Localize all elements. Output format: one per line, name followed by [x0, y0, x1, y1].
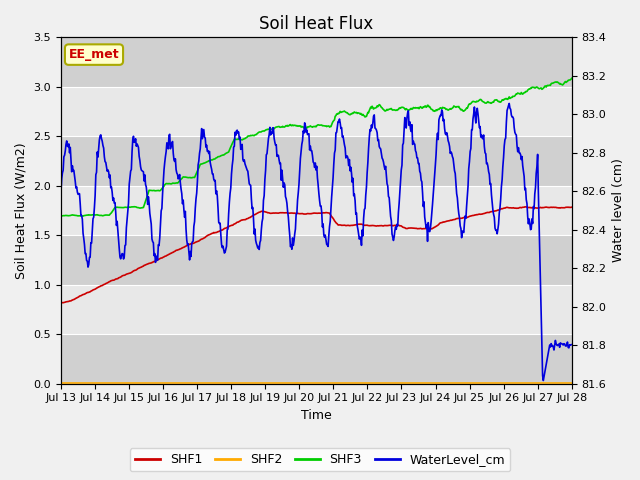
SHF1 — [67, 298, 74, 304]
Bar — [61, 186, 572, 235]
SHF2 — [393, 380, 401, 385]
Bar — [61, 334, 572, 384]
Line: WaterLevel_cm: WaterLevel_cm — [61, 104, 572, 381]
SHF2 — [119, 380, 127, 385]
WaterLevel_cm — [568, 342, 575, 348]
SHF1 — [568, 204, 575, 210]
SHF3 — [198, 161, 206, 167]
SHF1 — [378, 223, 386, 228]
SHF1 — [57, 300, 65, 306]
SHF2 — [378, 380, 386, 385]
Bar — [61, 136, 572, 186]
Line: SHF3: SHF3 — [61, 78, 572, 216]
Text: EE_met: EE_met — [68, 48, 119, 61]
WaterLevel_cm — [540, 378, 547, 384]
SHF3 — [78, 213, 86, 219]
Bar — [61, 37, 572, 87]
SHF1 — [198, 236, 205, 242]
SHF1 — [521, 204, 529, 210]
Bar — [61, 285, 572, 334]
WaterLevel_cm — [506, 101, 513, 107]
SHF3 — [568, 75, 575, 81]
Y-axis label: Soil Heat Flux (W/m2): Soil Heat Flux (W/m2) — [15, 142, 28, 279]
WaterLevel_cm — [119, 251, 127, 257]
SHF1 — [393, 222, 401, 228]
SHF3 — [379, 106, 387, 112]
SHF3 — [172, 180, 179, 186]
Bar — [61, 235, 572, 285]
WaterLevel_cm — [67, 144, 74, 150]
WaterLevel_cm — [393, 221, 401, 227]
SHF2 — [67, 380, 74, 385]
WaterLevel_cm — [171, 158, 179, 164]
WaterLevel_cm — [378, 155, 386, 161]
Title: Soil Heat Flux: Soil Heat Flux — [259, 15, 374, 33]
SHF3 — [67, 213, 74, 218]
SHF2 — [198, 380, 205, 385]
Bar — [61, 87, 572, 136]
SHF3 — [394, 107, 401, 112]
SHF3 — [120, 205, 127, 211]
SHF1 — [171, 249, 179, 254]
SHF2 — [568, 380, 575, 385]
SHF3 — [57, 213, 65, 219]
Y-axis label: Water level (cm): Water level (cm) — [612, 158, 625, 263]
Legend: SHF1, SHF2, SHF3, WaterLevel_cm: SHF1, SHF2, SHF3, WaterLevel_cm — [130, 448, 510, 471]
Line: SHF1: SHF1 — [61, 207, 572, 303]
SHF2 — [57, 380, 65, 385]
WaterLevel_cm — [198, 126, 205, 132]
WaterLevel_cm — [57, 188, 65, 194]
X-axis label: Time: Time — [301, 409, 332, 422]
SHF1 — [119, 273, 127, 278]
SHF2 — [171, 380, 179, 385]
